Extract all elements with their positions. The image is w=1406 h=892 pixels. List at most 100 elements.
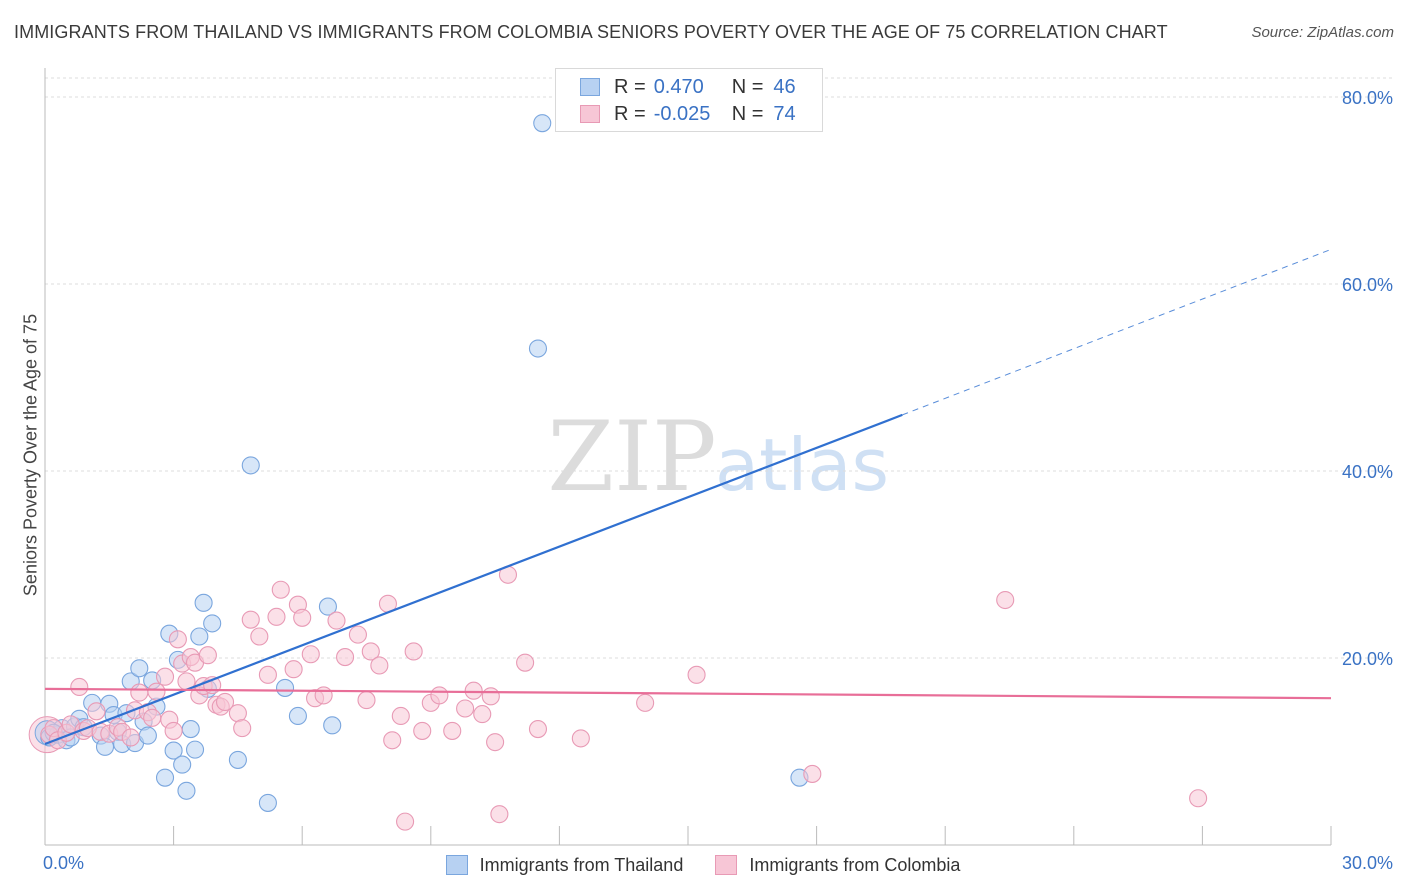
series-swatch-blue <box>445 855 468 875</box>
thailand-point <box>164 741 183 760</box>
colombia-point <box>143 708 162 727</box>
thailand-point <box>323 716 342 735</box>
thailand-point <box>190 627 209 646</box>
y-tick-label: 40.0% <box>1342 462 1393 482</box>
thailand-point <box>528 339 548 358</box>
colombia-point <box>130 683 149 702</box>
legend-n-label: N = <box>731 102 764 125</box>
colombia-trend-line <box>44 687 1332 700</box>
colombia-point <box>516 653 535 672</box>
x-tick-label: 30.0% <box>1342 853 1393 873</box>
thailand-point <box>533 114 552 133</box>
colombia-point <box>301 645 320 664</box>
thailand-point <box>318 597 337 616</box>
thailand-point <box>276 678 295 697</box>
y-axis-label: Seniors Poverty Over the Age of 75 <box>20 313 41 597</box>
thailand-point <box>241 456 260 475</box>
legend-row-colombia: R = -0.025 N = 74 <box>580 101 796 127</box>
colombia-point <box>121 728 140 747</box>
thailand-point <box>258 793 277 812</box>
thailand-point <box>138 726 157 745</box>
colombia-point <box>636 693 655 712</box>
chart-title: IMMIGRANTS FROM THAILAND VS IMMIGRANTS F… <box>14 22 1168 42</box>
thailand-point <box>173 755 192 774</box>
thailand-point <box>194 593 213 612</box>
colombia-point <box>391 706 410 726</box>
colombia-point <box>473 705 492 724</box>
colombia-point <box>481 687 500 706</box>
colombia-point <box>528 720 548 739</box>
colombia-point <box>293 608 312 627</box>
watermark-zip: ZIP <box>547 401 716 513</box>
colombia-point <box>396 812 415 831</box>
thailand-point <box>228 750 247 769</box>
colombia-point <box>233 719 252 738</box>
colombia-point <box>198 646 217 665</box>
legend-n-value: 74 <box>773 102 796 125</box>
legend-row-thailand: R = 0.470 N = 46 <box>580 74 796 100</box>
legend-r-value: 0.470 <box>653 75 704 98</box>
colombia-point <box>147 682 166 701</box>
colombia-point <box>267 607 286 626</box>
series-name-colombia: Immigrants from Colombia <box>749 854 961 875</box>
y-tick-label: 20.0% <box>1342 649 1393 669</box>
colombia-point <box>404 642 423 661</box>
legend-r-label: R = <box>614 102 646 125</box>
colombia-point <box>70 677 89 697</box>
colombia-point <box>155 667 175 686</box>
correlation-legend: R = 0.470 N = 46 R = -0.025 N = 74 <box>555 68 823 132</box>
series-legend-thailand: Immigrants from Thailand <box>445 854 684 876</box>
thailand-point <box>203 614 222 633</box>
colombia-point <box>168 630 187 649</box>
colombia-point <box>464 681 483 700</box>
colombia-point <box>1189 789 1208 808</box>
colombia-point <box>383 731 402 750</box>
legend-n-value: 46 <box>773 75 796 98</box>
thailand-point <box>177 781 196 800</box>
colombia-point <box>361 642 380 661</box>
thailand-point <box>181 720 200 739</box>
thailand-point <box>155 768 175 787</box>
y-tick-label: 60.0% <box>1342 275 1393 295</box>
colombia-point <box>258 665 277 684</box>
colombia-point <box>228 704 247 723</box>
colombia-point <box>803 764 822 783</box>
legend-swatch-blue <box>580 78 600 96</box>
colombia-point <box>241 610 260 629</box>
colombia-point <box>571 729 590 748</box>
colombia-point <box>336 648 355 667</box>
y-tick-label: 80.0% <box>1342 88 1393 108</box>
thailand-trend-extension <box>902 248 1332 416</box>
legend-r-value: -0.025 <box>653 102 711 125</box>
colombia-point <box>348 625 367 644</box>
colombia-point <box>357 691 376 710</box>
series-legend: Immigrants from Thailand Immigrants from… <box>0 852 1406 878</box>
series-swatch-pink <box>715 855 738 875</box>
colombia-point <box>87 702 106 721</box>
colombia-point <box>456 699 475 718</box>
x-tick-label: 0.0% <box>43 853 84 873</box>
colombia-point <box>370 656 389 675</box>
colombia-point <box>284 660 303 679</box>
thailand-point <box>130 659 149 678</box>
colombia-point <box>327 611 346 630</box>
colombia-point <box>486 733 505 752</box>
source-label: Source: ZipAtlas.com <box>1251 24 1394 41</box>
colombia-point <box>215 692 235 711</box>
colombia-point <box>490 805 509 824</box>
colombia-point <box>413 721 432 740</box>
series-name-thailand: Immigrants from Thailand <box>479 854 684 875</box>
colombia-point <box>164 721 183 740</box>
colombia-point <box>687 665 706 684</box>
legend-r-label: R = <box>614 75 646 98</box>
legend-n-label: N = <box>731 75 764 98</box>
colombia-point <box>250 627 269 646</box>
watermark-atlas: atlas <box>715 423 889 507</box>
colombia-point <box>271 580 290 599</box>
colombia-point <box>314 686 333 705</box>
colombia-point <box>996 590 1015 610</box>
colombia-point <box>430 686 449 705</box>
thailand-point <box>288 706 307 726</box>
legend-swatch-pink <box>580 105 600 123</box>
